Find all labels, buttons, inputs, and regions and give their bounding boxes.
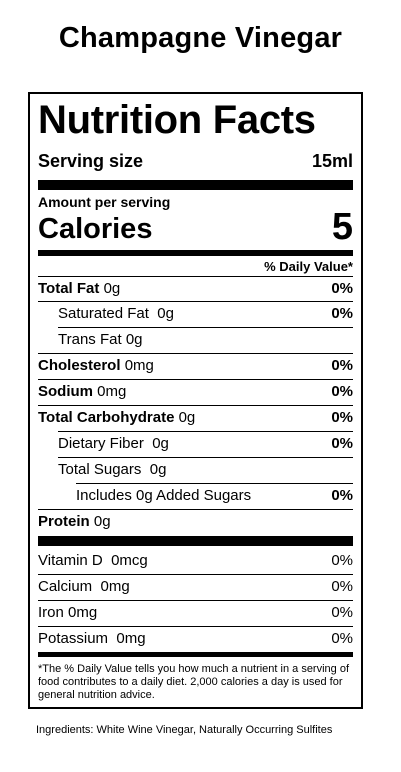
nutrient-amount: 0g — [178, 409, 196, 426]
vitamin-row-potassium: Potassium 0mg 0% — [38, 630, 353, 647]
nutrient-dv: 0% — [331, 435, 353, 452]
amount-per-serving: Amount per serving — [38, 194, 171, 210]
divider — [38, 276, 353, 277]
vitamin-dv: 0% — [331, 578, 353, 595]
nutrient-amount: 0mg — [97, 383, 127, 400]
nutrient-name: Protein — [38, 513, 90, 530]
vitamin-row-calcium: Calcium 0mg 0% — [38, 578, 353, 595]
divider — [38, 301, 353, 302]
divider — [58, 457, 353, 458]
product-title: Champagne Vinegar — [58, 22, 343, 54]
divider — [76, 483, 353, 484]
nutrient-name: Includes 0g Added Sugars — [76, 487, 252, 504]
nutrient-row-total-sugars: Total Sugars 0g — [58, 461, 353, 478]
divider — [38, 600, 353, 601]
divider — [38, 405, 353, 406]
medium-divider — [38, 250, 353, 256]
nutrient-row-total-carbohydrate: Total Carbohydrate 0g 0% — [38, 409, 353, 426]
nutrient-amount: 0g — [103, 280, 121, 297]
nutrient-row-dietary-fiber: Dietary Fiber 0g 0% — [58, 435, 353, 452]
vitamin-name: Iron — [38, 604, 64, 621]
divider — [38, 574, 353, 575]
nutrient-row-trans-fat: Trans Fat 0g — [58, 331, 353, 348]
daily-value-footnote: *The % Daily Value tells you how much a … — [38, 663, 350, 701]
medium-divider — [38, 652, 353, 657]
nutrient-row-saturated-fat: Saturated Fat 0g 0% — [58, 305, 353, 322]
nutrient-amount: 0g — [149, 461, 167, 478]
daily-value-header: % Daily Value* — [264, 259, 353, 274]
nutrient-row-total-fat: Total Fat 0g 0% — [38, 280, 353, 297]
nutrition-facts-label: Nutrition Facts Serving size 15ml Amount… — [28, 92, 363, 709]
divider — [58, 327, 353, 328]
vitamin-dv: 0% — [331, 552, 353, 569]
nutrient-dv: 0% — [331, 409, 353, 426]
nutrient-name: Cholesterol — [38, 357, 121, 374]
nutrient-row-cholesterol: Cholesterol 0mg 0% — [38, 357, 353, 374]
vitamin-row-vitamin-d: Vitamin D 0mcg 0% — [38, 552, 353, 569]
divider — [38, 509, 353, 510]
vitamin-amount: 0mg — [100, 578, 130, 595]
calories-value: 5 — [331, 206, 353, 248]
vitamin-name: Potassium — [38, 630, 109, 647]
vitamin-row-iron: Iron 0mg 0% — [38, 604, 353, 621]
nutrient-name: Sodium — [38, 383, 93, 400]
calories-label: Calories — [38, 213, 153, 245]
nutrition-facts-title: Nutrition Facts — [38, 98, 316, 142]
vitamin-dv: 0% — [331, 604, 353, 621]
nutrient-dv: 0% — [331, 383, 353, 400]
thick-divider — [38, 536, 353, 546]
nutrient-dv: 0% — [331, 280, 353, 297]
nutrient-amount: 0mg — [124, 357, 154, 374]
nutrient-amount: 0g — [93, 513, 111, 530]
nutrient-name: Saturated Fat — [58, 305, 149, 322]
serving-size-label: Serving size — [38, 151, 144, 171]
nutrient-amount: 0g — [125, 331, 143, 348]
nutrient-amount: 0g — [152, 435, 169, 452]
nutrient-name: Total Carbohydrate — [38, 409, 175, 426]
nutrient-row-added-sugars: Includes 0g Added Sugars 0% — [76, 487, 353, 504]
vitamin-amount: 0mg — [68, 604, 98, 621]
nutrient-name: Total Sugars — [58, 461, 142, 478]
divider — [38, 353, 353, 354]
nutrient-row-protein: Protein 0g — [38, 513, 353, 530]
nutrient-dv: 0% — [331, 305, 353, 322]
vitamin-amount: 0mg — [116, 630, 146, 647]
nutrient-amount: 0g — [157, 305, 174, 322]
nutrient-row-sodium: Sodium 0mg 0% — [38, 383, 353, 400]
vitamin-name: Vitamin D — [38, 552, 103, 569]
vitamin-amount: 0mcg — [111, 552, 148, 569]
divider — [58, 431, 353, 432]
nutrient-name: Trans Fat — [58, 331, 122, 348]
divider — [38, 379, 353, 380]
nutrient-dv: 0% — [331, 357, 353, 374]
ingredients-text: Ingredients: White Wine Vinegar, Natural… — [36, 724, 333, 736]
nutrient-dv: 0% — [331, 487, 353, 504]
vitamin-dv: 0% — [331, 630, 353, 647]
nutrient-name: Dietary Fiber — [58, 435, 144, 452]
divider — [38, 626, 353, 627]
serving-size-row: Serving size 15ml — [38, 151, 353, 172]
thick-divider — [38, 180, 353, 190]
nutrient-name: Total Fat — [38, 280, 100, 297]
serving-size-value: 15ml — [311, 151, 353, 171]
vitamin-name: Calcium — [38, 578, 93, 595]
